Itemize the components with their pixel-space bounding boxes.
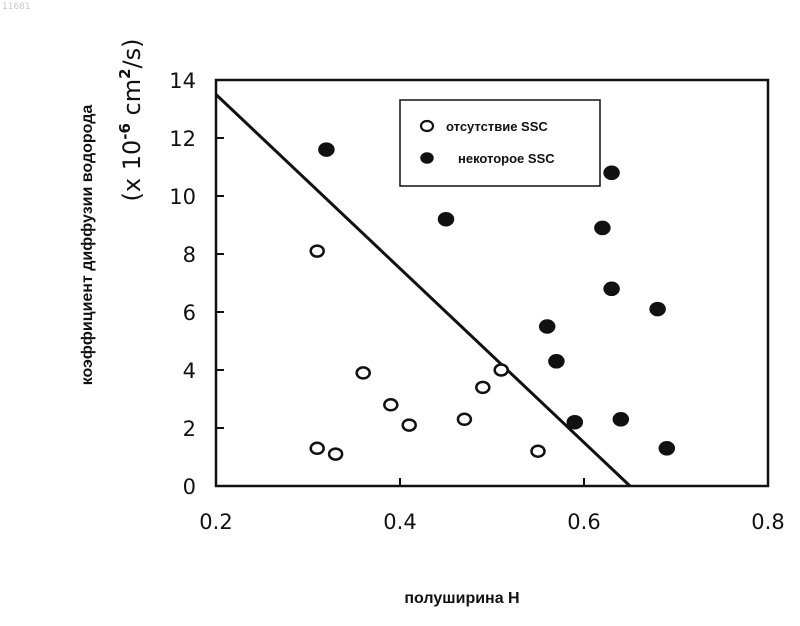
open-circle-point	[311, 246, 324, 257]
legend-marker	[421, 153, 433, 163]
filled-circle-point	[604, 166, 619, 179]
x-tick-label: 0.2	[199, 510, 232, 534]
filled-circle-point	[540, 320, 555, 333]
legend-box	[400, 100, 600, 186]
filled-circle-point	[650, 303, 665, 316]
data-points-layer	[311, 143, 675, 460]
open-circle-point	[329, 449, 342, 460]
open-circle-point	[357, 367, 370, 378]
y-tick-label: 6	[183, 301, 196, 325]
filled-circle-point	[595, 221, 610, 234]
y-tick-label: 10	[169, 185, 196, 209]
open-circle-point	[311, 443, 324, 454]
filled-circle-point	[567, 416, 582, 429]
y-tick-label: 0	[183, 475, 196, 499]
y-axis-label: коэффициент диффузии водорода	[79, 105, 96, 386]
x-tick-label: 0.6	[567, 510, 600, 534]
filled-circle-point	[549, 355, 564, 368]
open-circle-point	[476, 382, 489, 393]
y-unit-exponent-1: -6	[116, 123, 134, 140]
filled-circle-point	[659, 442, 674, 455]
y-tick-label: 2	[183, 417, 196, 441]
y-unit-prefix: (x 10	[118, 140, 146, 202]
y-tick-label: 14	[169, 69, 196, 93]
legend: отсутствие SSC некоторое SSC	[400, 100, 600, 186]
y-axis-unit: (x 10-6 cm2/s)	[116, 39, 146, 202]
legend-label: некоторое SSC	[458, 151, 555, 166]
filled-circle-point	[604, 282, 619, 295]
filled-circle-point	[439, 213, 454, 226]
y-unit-exponent-2: 2	[116, 68, 134, 78]
filled-circle-point	[319, 143, 334, 156]
x-axis-label: полуширина H	[404, 590, 519, 607]
open-circle-point	[532, 446, 545, 457]
legend-label: отсутствие SSC	[446, 119, 548, 134]
legend-marker	[421, 121, 433, 131]
corner-id: 11681	[2, 2, 31, 12]
open-circle-point	[403, 420, 416, 431]
filled-circle-point	[613, 413, 628, 426]
open-circle-point	[458, 414, 471, 425]
x-tick-label: 0.8	[751, 510, 784, 534]
y-tick-label: 8	[183, 243, 196, 267]
y-unit-middle: cm	[118, 79, 146, 123]
y-unit-suffix: /s)	[118, 39, 146, 69]
y-tick-label: 12	[169, 127, 196, 151]
open-circle-point	[495, 365, 508, 376]
x-tick-label: 0.4	[383, 510, 416, 534]
y-tick-label: 4	[183, 359, 196, 383]
open-circle-point	[384, 399, 397, 410]
